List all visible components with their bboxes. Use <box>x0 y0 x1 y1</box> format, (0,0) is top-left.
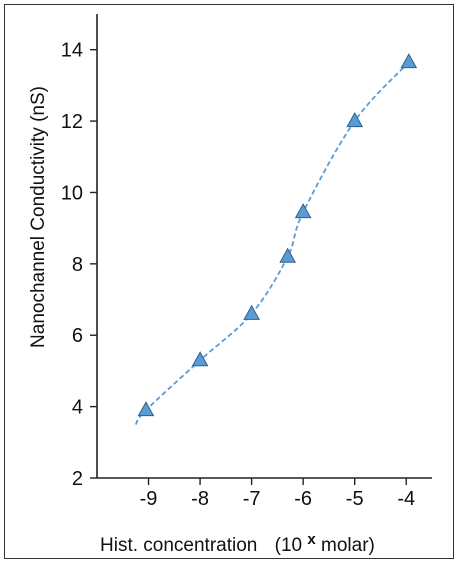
y-tick-label: 8 <box>72 254 83 276</box>
y-tick-label: 6 <box>72 325 83 347</box>
axis-labels: Nanochannel Conductivity (nS) Hist. conc… <box>28 86 375 556</box>
x-tick-label: -7 <box>243 488 261 510</box>
chart-frame <box>4 4 454 559</box>
x-tick-label: -6 <box>294 488 312 510</box>
data-point <box>346 112 364 128</box>
y-axis-label: Nanochannel Conductivity (nS) <box>28 86 49 348</box>
series-line <box>134 61 410 426</box>
x-tick-label: -4 <box>397 488 415 510</box>
data-point <box>243 304 260 320</box>
x-axis-unit-base: (10 <box>275 535 302 556</box>
data-point <box>191 351 209 367</box>
x-axis-unit-exponent: x <box>307 531 316 548</box>
y-tick-label: 2 <box>72 468 83 490</box>
x-axis-unit-suffix: molar) <box>321 535 375 556</box>
data-point <box>294 203 312 219</box>
x-tick-label: -5 <box>346 488 364 510</box>
data-point <box>137 401 155 417</box>
data-markers <box>137 53 418 417</box>
y-tick-label: 4 <box>72 397 83 419</box>
x-axis-label-text: Hist. concentration <box>100 535 257 556</box>
x-tick-label: -8 <box>191 488 209 510</box>
x-axis-label: Hist. concentration (10 x molar) <box>100 528 375 556</box>
x-tick-label: -9 <box>140 488 158 510</box>
y-tick-label: 12 <box>61 111 83 133</box>
y-tick-label: 10 <box>61 182 83 204</box>
data-point <box>279 247 297 263</box>
data-point <box>400 53 418 69</box>
axes: 2 4 6 8 10 12 14 -9 -8 -7 -6 -5 -4 <box>61 14 432 510</box>
y-tick-label: 14 <box>61 40 83 62</box>
trend-line <box>134 61 410 426</box>
